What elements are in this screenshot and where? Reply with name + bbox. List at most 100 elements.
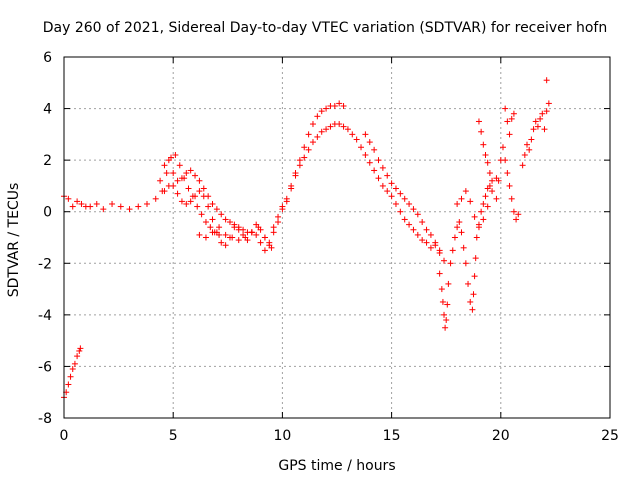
data-point [192, 193, 199, 200]
data-point [423, 226, 430, 233]
data-point [480, 200, 487, 207]
data-point [69, 203, 76, 210]
data-point [305, 146, 312, 153]
data-point [419, 219, 426, 226]
data-point [327, 123, 334, 130]
data-point [77, 345, 84, 352]
data-point [392, 200, 399, 207]
data-point [318, 128, 325, 135]
data-point [489, 177, 496, 184]
data-point [305, 131, 312, 138]
data-point [253, 221, 260, 228]
data-point [366, 159, 373, 166]
data-point [482, 151, 489, 158]
data-point [423, 239, 430, 246]
data-point [231, 224, 238, 231]
data-point [323, 126, 330, 133]
data-point [194, 203, 201, 210]
data-point [71, 360, 78, 367]
data-point [397, 190, 404, 197]
data-point [442, 324, 449, 331]
data-point [480, 141, 487, 148]
data-point [436, 270, 443, 277]
data-point [451, 234, 458, 241]
data-point [275, 213, 282, 220]
data-point [508, 195, 515, 202]
data-point [427, 231, 434, 238]
data-point [69, 366, 76, 373]
data-point [375, 157, 382, 164]
data-point [74, 353, 81, 360]
data-point [244, 237, 251, 244]
data-point [454, 224, 461, 231]
data-point [493, 195, 500, 202]
data-point [205, 203, 212, 210]
data-point [371, 167, 378, 174]
data-point [438, 286, 445, 293]
data-point [126, 206, 133, 213]
data-point [261, 234, 268, 241]
data-point [213, 206, 220, 213]
data-point [462, 188, 469, 195]
plot-frame [63, 56, 611, 419]
y-tick-label: -6 [38, 359, 52, 375]
data-point [508, 115, 515, 122]
data-point [192, 172, 199, 179]
data-point [202, 219, 209, 226]
data-point [502, 105, 509, 112]
data-point [157, 177, 164, 184]
data-point [469, 306, 476, 313]
data-point [78, 200, 85, 207]
data-point [196, 177, 203, 184]
data-point [486, 182, 493, 189]
data-point [314, 133, 321, 140]
data-point [87, 203, 94, 210]
data-point [288, 185, 295, 192]
data-point [379, 164, 386, 171]
data-point [449, 247, 456, 254]
data-point [384, 188, 391, 195]
data-point [76, 347, 83, 354]
data-point [401, 216, 408, 223]
data-point [519, 162, 526, 169]
data-point [447, 260, 454, 267]
x-tick-label: 15 [383, 428, 401, 444]
data-point [539, 110, 546, 117]
data-point [414, 231, 421, 238]
data-point [504, 170, 511, 177]
data-point [218, 211, 225, 218]
data-point [270, 229, 277, 236]
data-point [100, 206, 107, 213]
data-point [200, 193, 207, 200]
data-point [515, 211, 522, 218]
x-tick-label: 25 [601, 428, 619, 444]
data-point [222, 216, 229, 223]
data-point [240, 231, 247, 238]
data-point [458, 229, 465, 236]
data-point [486, 170, 493, 177]
data-point [532, 118, 539, 125]
data-point [309, 121, 316, 128]
data-point [495, 177, 502, 184]
data-point [309, 139, 316, 146]
y-tick-label: 4 [43, 102, 52, 118]
data-point [209, 200, 216, 207]
data-point [318, 108, 325, 115]
data-point [462, 260, 469, 267]
y-axis-label: SDTVAR / TECUs [6, 183, 22, 298]
data-point [543, 108, 550, 115]
data-point [473, 234, 480, 241]
data-point [340, 102, 347, 109]
data-point [172, 151, 179, 158]
data-point [484, 203, 491, 210]
data-point [388, 193, 395, 200]
data-point [218, 239, 225, 246]
data-point [181, 175, 188, 182]
data-point [504, 118, 511, 125]
data-points [61, 77, 552, 401]
data-point [397, 208, 404, 215]
chart-title: Day 260 of 2021, Sidereal Day-to-day VTE… [43, 20, 607, 36]
data-point [163, 170, 170, 177]
data-point [543, 77, 550, 84]
data-point [467, 198, 474, 205]
